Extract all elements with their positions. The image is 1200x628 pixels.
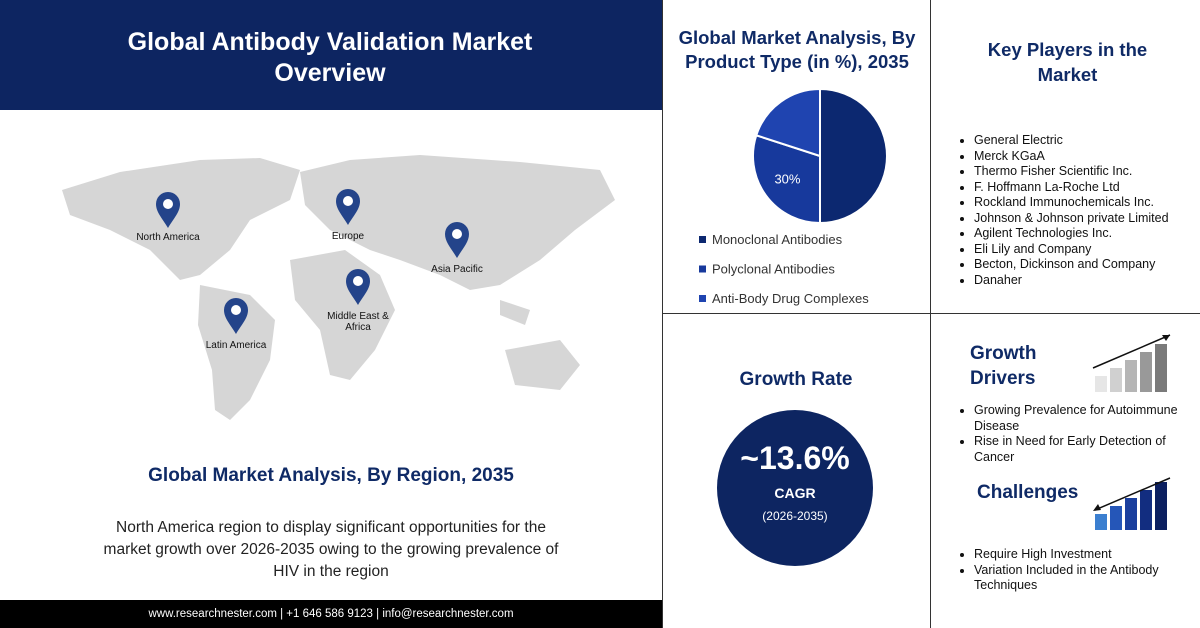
legend-label: Anti-Body Drug Complexes (712, 291, 869, 306)
region-label: Asia Pacific (431, 264, 483, 275)
cagr-value: ~13.6% (740, 440, 850, 476)
pie-slice (819, 87, 888, 225)
list-item: F. Hoffmann La-Roche Ltd (974, 180, 1199, 196)
pie-slice (755, 87, 821, 158)
region-label: North America (136, 232, 200, 243)
map-pin (224, 298, 248, 334)
drivers-title: Growth Drivers (970, 343, 1037, 389)
legend-swatch (699, 295, 706, 302)
list-item: Rockland Immunochemicals Inc. (974, 195, 1199, 211)
footer: www.researchnester.com | +1 646 586 9123… (0, 600, 662, 628)
map-pin-hole (353, 276, 363, 286)
legend-swatch (699, 236, 706, 243)
challenges-title: Challenges (977, 482, 1079, 503)
list-item: Merck KGaA (974, 149, 1199, 165)
challenge-icon (1093, 477, 1171, 530)
world-map (62, 155, 615, 420)
legend-swatch (699, 265, 706, 273)
map-pin-hole (343, 196, 353, 206)
list-item: Becton, Dickinson and Company (974, 257, 1199, 273)
pie-label: 30% (774, 172, 800, 187)
list-item: General Electric (974, 133, 1199, 149)
drivers-list: Growing Prevalence for Autoimmune Diseas… (956, 403, 1199, 465)
list-item: Thermo Fisher Scientific Inc. (974, 164, 1199, 180)
legend-label: Monoclonal Antibodies (712, 232, 843, 247)
header (0, 0, 662, 110)
region-label: Latin America (205, 340, 267, 351)
map-pin (346, 269, 370, 305)
growth-rate-title: Growth Rate (739, 369, 853, 390)
header-title: Global Antibody Validation Market Overvi… (127, 28, 533, 87)
list-item: Require High Investment (974, 547, 1199, 563)
region-title-text: Global Market Analysis, By Region, 2035 (148, 465, 514, 486)
divider (930, 0, 931, 628)
list-item: Eli Lily and Company (974, 242, 1199, 258)
region-description: North America region to display signific… (103, 519, 559, 580)
map-pin-hole (231, 305, 241, 315)
cagr-label: CAGR (774, 485, 816, 501)
region-title: Global Market Analysis, By Region, 2035 (0, 465, 662, 487)
pie-chart: 30% Monoclonal Antibodies Polyclonal Antib… (699, 87, 888, 306)
growth-icon (1092, 334, 1171, 392)
pie-title: Global Market Analysis, By Product Type … (678, 27, 916, 72)
map-pin (445, 222, 469, 258)
list-item: Rise in Need for Early Detection of Canc… (974, 434, 1199, 465)
key-players-title: Key Players in the Market (987, 39, 1148, 85)
list-item: Variation Included in the Antibody Techn… (974, 563, 1199, 594)
region-label: Europe (331, 231, 365, 242)
map-pin (156, 192, 180, 228)
map-pin (336, 189, 360, 225)
cagr-circle: ~13.6% CAGR (2026-2035) (717, 410, 873, 566)
list-item: Agilent Technologies Inc. (974, 226, 1199, 242)
list-item: Danaher (974, 273, 1199, 289)
region-label: Middle East & Africa (327, 311, 389, 333)
legend-label: Polyclonal Antibodies (712, 262, 835, 277)
challenges-list: Require High InvestmentVariation Include… (956, 547, 1199, 594)
key-players-list: General ElectricMerck KGaAThermo Fisher … (956, 133, 1199, 288)
map-pin-hole (452, 229, 462, 239)
map-pin-hole (163, 199, 173, 209)
list-item: Johnson & Johnson private Limited (974, 211, 1199, 227)
list-item: Growing Prevalence for Autoimmune Diseas… (974, 403, 1199, 434)
pie-slice (752, 134, 821, 225)
divider (662, 0, 663, 628)
cagr-period: (2026-2035) (762, 509, 828, 523)
divider (662, 313, 1200, 314)
